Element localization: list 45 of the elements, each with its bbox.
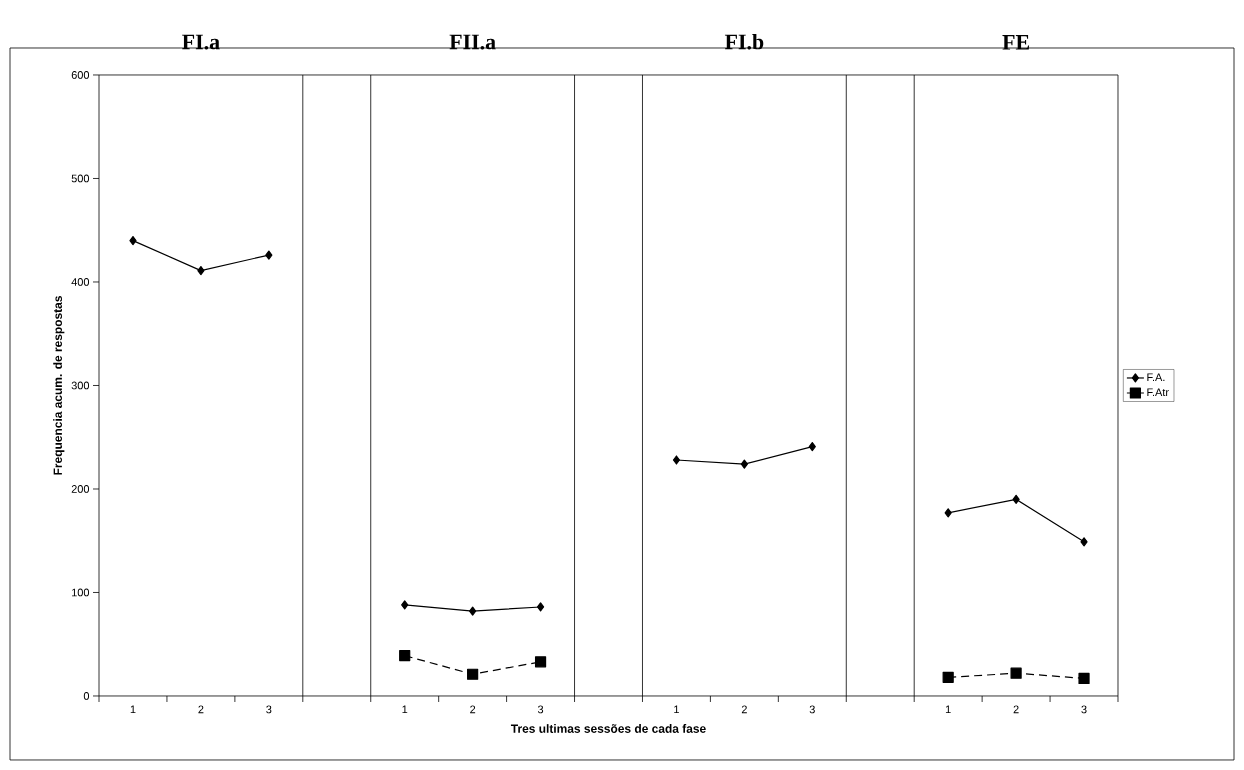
x-tick-label: 2: [741, 705, 747, 714]
x-axis-title: Tres ultimas sessões de cada fase: [510, 724, 706, 733]
x-tick-label: 1: [674, 705, 679, 714]
point: [467, 668, 479, 680]
x-tick-label: 3: [809, 705, 815, 714]
legend-label: F.Atr: [1147, 388, 1169, 397]
x-tick-label: 3: [266, 705, 272, 714]
point: [399, 650, 411, 662]
point: [401, 600, 409, 610]
y-tick-label: 400: [71, 278, 90, 286]
x-tick-label: 2: [470, 705, 476, 714]
y-axis-title: Frequencia acum. de respostas: [53, 296, 65, 475]
point: [672, 455, 681, 465]
point: [129, 235, 137, 246]
x-tick-label: 1: [945, 705, 951, 714]
y-tick-label: 600: [71, 71, 90, 79]
y-tick-label: 0: [83, 692, 90, 700]
y-tick-label: 300: [71, 381, 90, 390]
y-tick-label: 500: [71, 174, 90, 183]
text: FII.a: [449, 34, 496, 50]
point: [1078, 672, 1090, 684]
point: [1010, 667, 1022, 679]
point: [536, 602, 545, 612]
text: FI.b: [724, 33, 764, 50]
y-tick-label: 200: [71, 485, 90, 493]
legend-label: F.A.: [1147, 373, 1165, 381]
point: [808, 441, 816, 452]
point: [197, 266, 205, 276]
text: FI.a: [182, 34, 220, 50]
point: [944, 508, 952, 518]
point: [1080, 537, 1088, 547]
x-tick-label: 2: [198, 705, 204, 714]
y-tick-label: 100: [72, 588, 90, 597]
x-tick-label: 3: [537, 705, 544, 714]
x-tick-label: 3: [1081, 705, 1087, 714]
point: [265, 250, 273, 260]
point: [469, 606, 477, 616]
text: FE: [1002, 35, 1029, 50]
x-tick-label: 1: [130, 705, 136, 714]
point: [942, 671, 954, 683]
point: [1012, 494, 1020, 504]
point: [740, 459, 748, 469]
x-tick-label: 1: [402, 705, 408, 714]
x-tick-label: 2: [1013, 705, 1019, 714]
point: [534, 656, 547, 668]
